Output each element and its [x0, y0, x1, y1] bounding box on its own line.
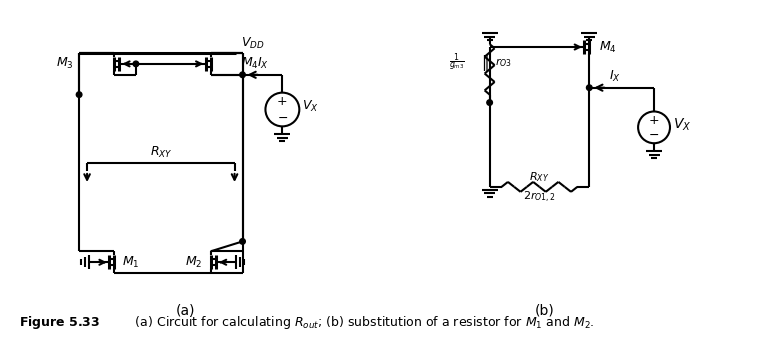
Text: $R_{XY}$: $R_{XY}$: [150, 145, 172, 160]
Text: $V_X$: $V_X$: [303, 99, 319, 114]
Circle shape: [240, 239, 245, 244]
Text: (a) Circuit for calculating $R_{out}$; (b) substitution of a resistor for $M_1$ : (a) Circuit for calculating $R_{out}$; (…: [119, 314, 594, 331]
Text: $\|$: $\|$: [481, 53, 488, 73]
Text: $I_X$: $I_X$: [609, 69, 621, 84]
Circle shape: [76, 92, 82, 97]
Text: $M_3$: $M_3$: [57, 56, 74, 71]
Text: $M_2$: $M_2$: [185, 255, 203, 270]
Text: $M_4$: $M_4$: [241, 56, 258, 71]
Circle shape: [587, 85, 592, 91]
Text: $V_{DD}$: $V_{DD}$: [241, 36, 264, 51]
Text: (a): (a): [176, 304, 196, 318]
Circle shape: [133, 61, 139, 67]
Text: +: +: [649, 114, 660, 127]
Circle shape: [240, 72, 245, 78]
Text: $R_{XY}$: $R_{XY}$: [529, 170, 549, 184]
Text: $-$: $-$: [649, 128, 660, 141]
Circle shape: [487, 100, 493, 105]
Text: $-$: $-$: [277, 111, 288, 124]
Text: +: +: [277, 95, 288, 108]
Text: $I_X$: $I_X$: [258, 56, 269, 71]
Text: $M_4$: $M_4$: [599, 39, 617, 55]
Text: (b): (b): [535, 304, 554, 318]
Text: $\frac{1}{g_{m3}}$: $\frac{1}{g_{m3}}$: [449, 52, 465, 74]
Text: $V_X$: $V_X$: [673, 116, 691, 133]
Text: $r_{O3}$: $r_{O3}$: [494, 56, 511, 69]
Text: $\mathbf{Figure\ 5.33}$: $\mathbf{Figure\ 5.33}$: [19, 314, 101, 331]
Text: $M_1$: $M_1$: [122, 255, 140, 270]
Text: $2r_{O1,2}$: $2r_{O1,2}$: [523, 190, 556, 205]
